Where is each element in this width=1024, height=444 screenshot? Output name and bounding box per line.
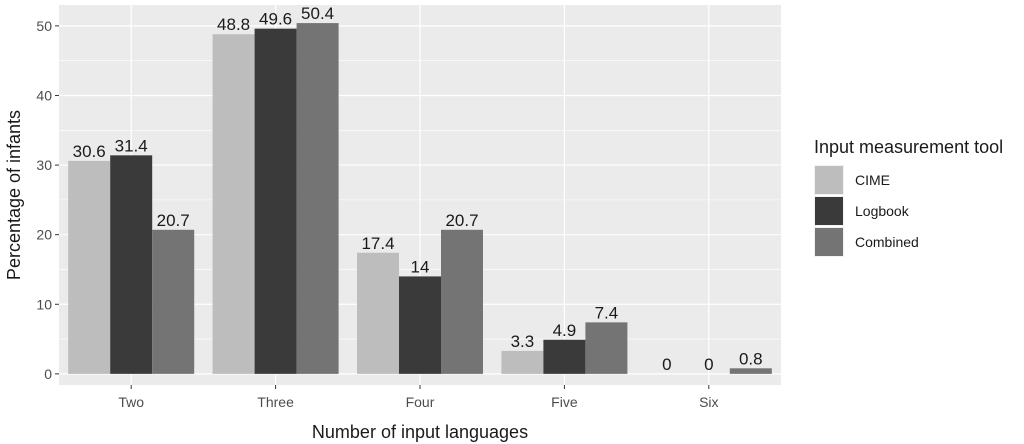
legend-label: Combined xyxy=(855,234,919,250)
x-axis: Two Three Four Five Six xyxy=(118,385,719,410)
data-label: 3.3 xyxy=(511,332,535,351)
bar xyxy=(357,252,399,374)
bar xyxy=(254,28,297,374)
bar xyxy=(68,160,111,374)
legend-label: Logbook xyxy=(855,203,910,219)
y-tick-label: 30 xyxy=(36,157,52,173)
bar xyxy=(399,276,441,374)
data-label: 4.9 xyxy=(553,321,577,340)
x-tick-label: Three xyxy=(257,394,294,410)
data-label: 50.4 xyxy=(301,4,334,23)
x-tick-label: Four xyxy=(406,394,435,410)
bar xyxy=(296,23,339,374)
legend-swatch xyxy=(815,197,843,225)
bar xyxy=(110,155,153,374)
data-label: 20.7 xyxy=(157,211,190,230)
x-tick-label: Six xyxy=(699,394,718,410)
y-tick-label: 40 xyxy=(36,87,52,103)
bar xyxy=(152,229,195,374)
bar xyxy=(585,322,628,374)
data-labels: 30.6 48.8 17.4 3.3 0 31.4 49.6 14 4.9 0 20.7 50.4 20… xyxy=(73,4,763,374)
y-tick-label: 10 xyxy=(36,296,52,312)
data-label: 7.4 xyxy=(595,303,619,322)
data-label: 49.6 xyxy=(259,10,292,29)
data-label: 48.8 xyxy=(217,15,250,34)
bars xyxy=(68,23,772,374)
bar xyxy=(441,229,483,374)
bar xyxy=(212,34,255,374)
bar xyxy=(501,350,544,374)
data-label: 30.6 xyxy=(73,142,106,161)
y-axis: 0 10 20 30 40 50 xyxy=(36,18,59,382)
data-label: 17.4 xyxy=(361,234,394,253)
y-tick-label: 50 xyxy=(36,18,52,34)
x-axis-title: Number of input languages xyxy=(312,422,528,442)
legend-swatch xyxy=(815,166,843,194)
data-label: 20.7 xyxy=(445,211,478,230)
data-label: 0 xyxy=(662,355,671,374)
x-tick-label: Two xyxy=(118,394,144,410)
y-axis-title: Percentage of infants xyxy=(4,110,24,280)
legend-swatch xyxy=(815,228,843,256)
y-tick-label: 0 xyxy=(44,366,52,382)
bar xyxy=(543,339,586,374)
legend: Input measurement tool CIME Logbook Combin… xyxy=(814,137,1003,257)
bar xyxy=(729,368,772,374)
y-tick-label: 20 xyxy=(36,227,52,243)
data-label: 31.4 xyxy=(115,136,148,155)
x-tick-label: Five xyxy=(551,394,578,410)
legend-title: Input measurement tool xyxy=(814,137,1003,157)
data-label: 0.8 xyxy=(739,349,763,368)
legend-label: CIME xyxy=(855,172,890,188)
data-label: 0 xyxy=(704,355,713,374)
data-label: 14 xyxy=(411,257,430,276)
